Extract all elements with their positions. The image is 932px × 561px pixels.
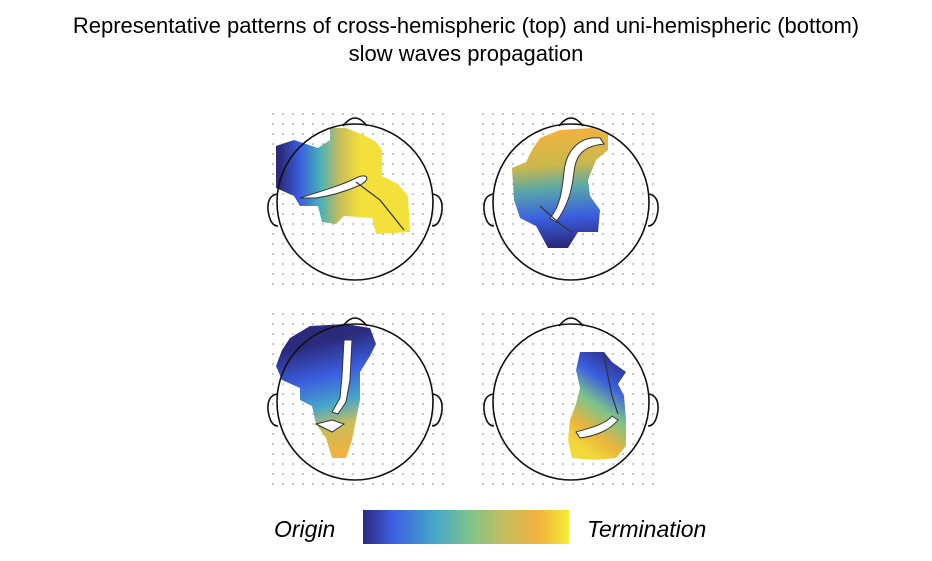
head-outline [483, 117, 659, 281]
head-outline [267, 117, 443, 281]
propagation-streamline [331, 339, 353, 415]
propagation-streamline [299, 175, 368, 199]
topomap-panel-uni-2 [481, 312, 661, 490]
title-line-1: Representative patterns of cross-hemisph… [72, 13, 860, 38]
figure-title: Representative patterns of cross-hemisph… [0, 12, 932, 68]
legend-termination-label: Termination [587, 516, 707, 542]
head-outline [267, 317, 443, 481]
colorbar [363, 510, 569, 544]
propagation-streamline [575, 415, 619, 439]
head-outline [483, 317, 659, 481]
topomap-panel-uni-1 [265, 312, 445, 490]
propagation-field [568, 352, 626, 460]
propagation-field [512, 128, 608, 248]
propagation-streamline [549, 137, 605, 223]
legend-origin-label: Origin [274, 516, 336, 542]
topomap-panel-cross-2 [481, 112, 661, 290]
title-line-2: slow waves propagation [348, 41, 584, 66]
propagation-field [276, 128, 410, 234]
topomap-panel-cross-1 [265, 112, 445, 290]
